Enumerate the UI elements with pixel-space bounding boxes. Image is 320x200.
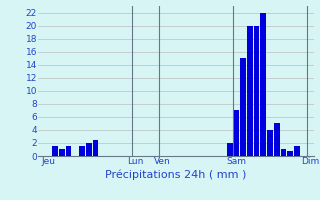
Bar — [92, 140, 98, 156]
Bar — [66, 146, 71, 156]
Bar — [274, 123, 280, 156]
Bar — [234, 110, 239, 156]
Bar — [240, 58, 246, 156]
Bar — [267, 130, 273, 156]
Bar — [254, 26, 260, 156]
Bar — [247, 26, 253, 156]
Bar — [294, 146, 300, 156]
X-axis label: Précipitations 24h ( mm ): Précipitations 24h ( mm ) — [105, 169, 247, 180]
Bar — [79, 146, 85, 156]
Bar — [281, 149, 286, 156]
Bar — [59, 149, 65, 156]
Bar — [260, 13, 266, 156]
Bar — [86, 143, 92, 156]
Bar — [52, 146, 58, 156]
Bar — [287, 151, 293, 156]
Bar — [227, 143, 233, 156]
